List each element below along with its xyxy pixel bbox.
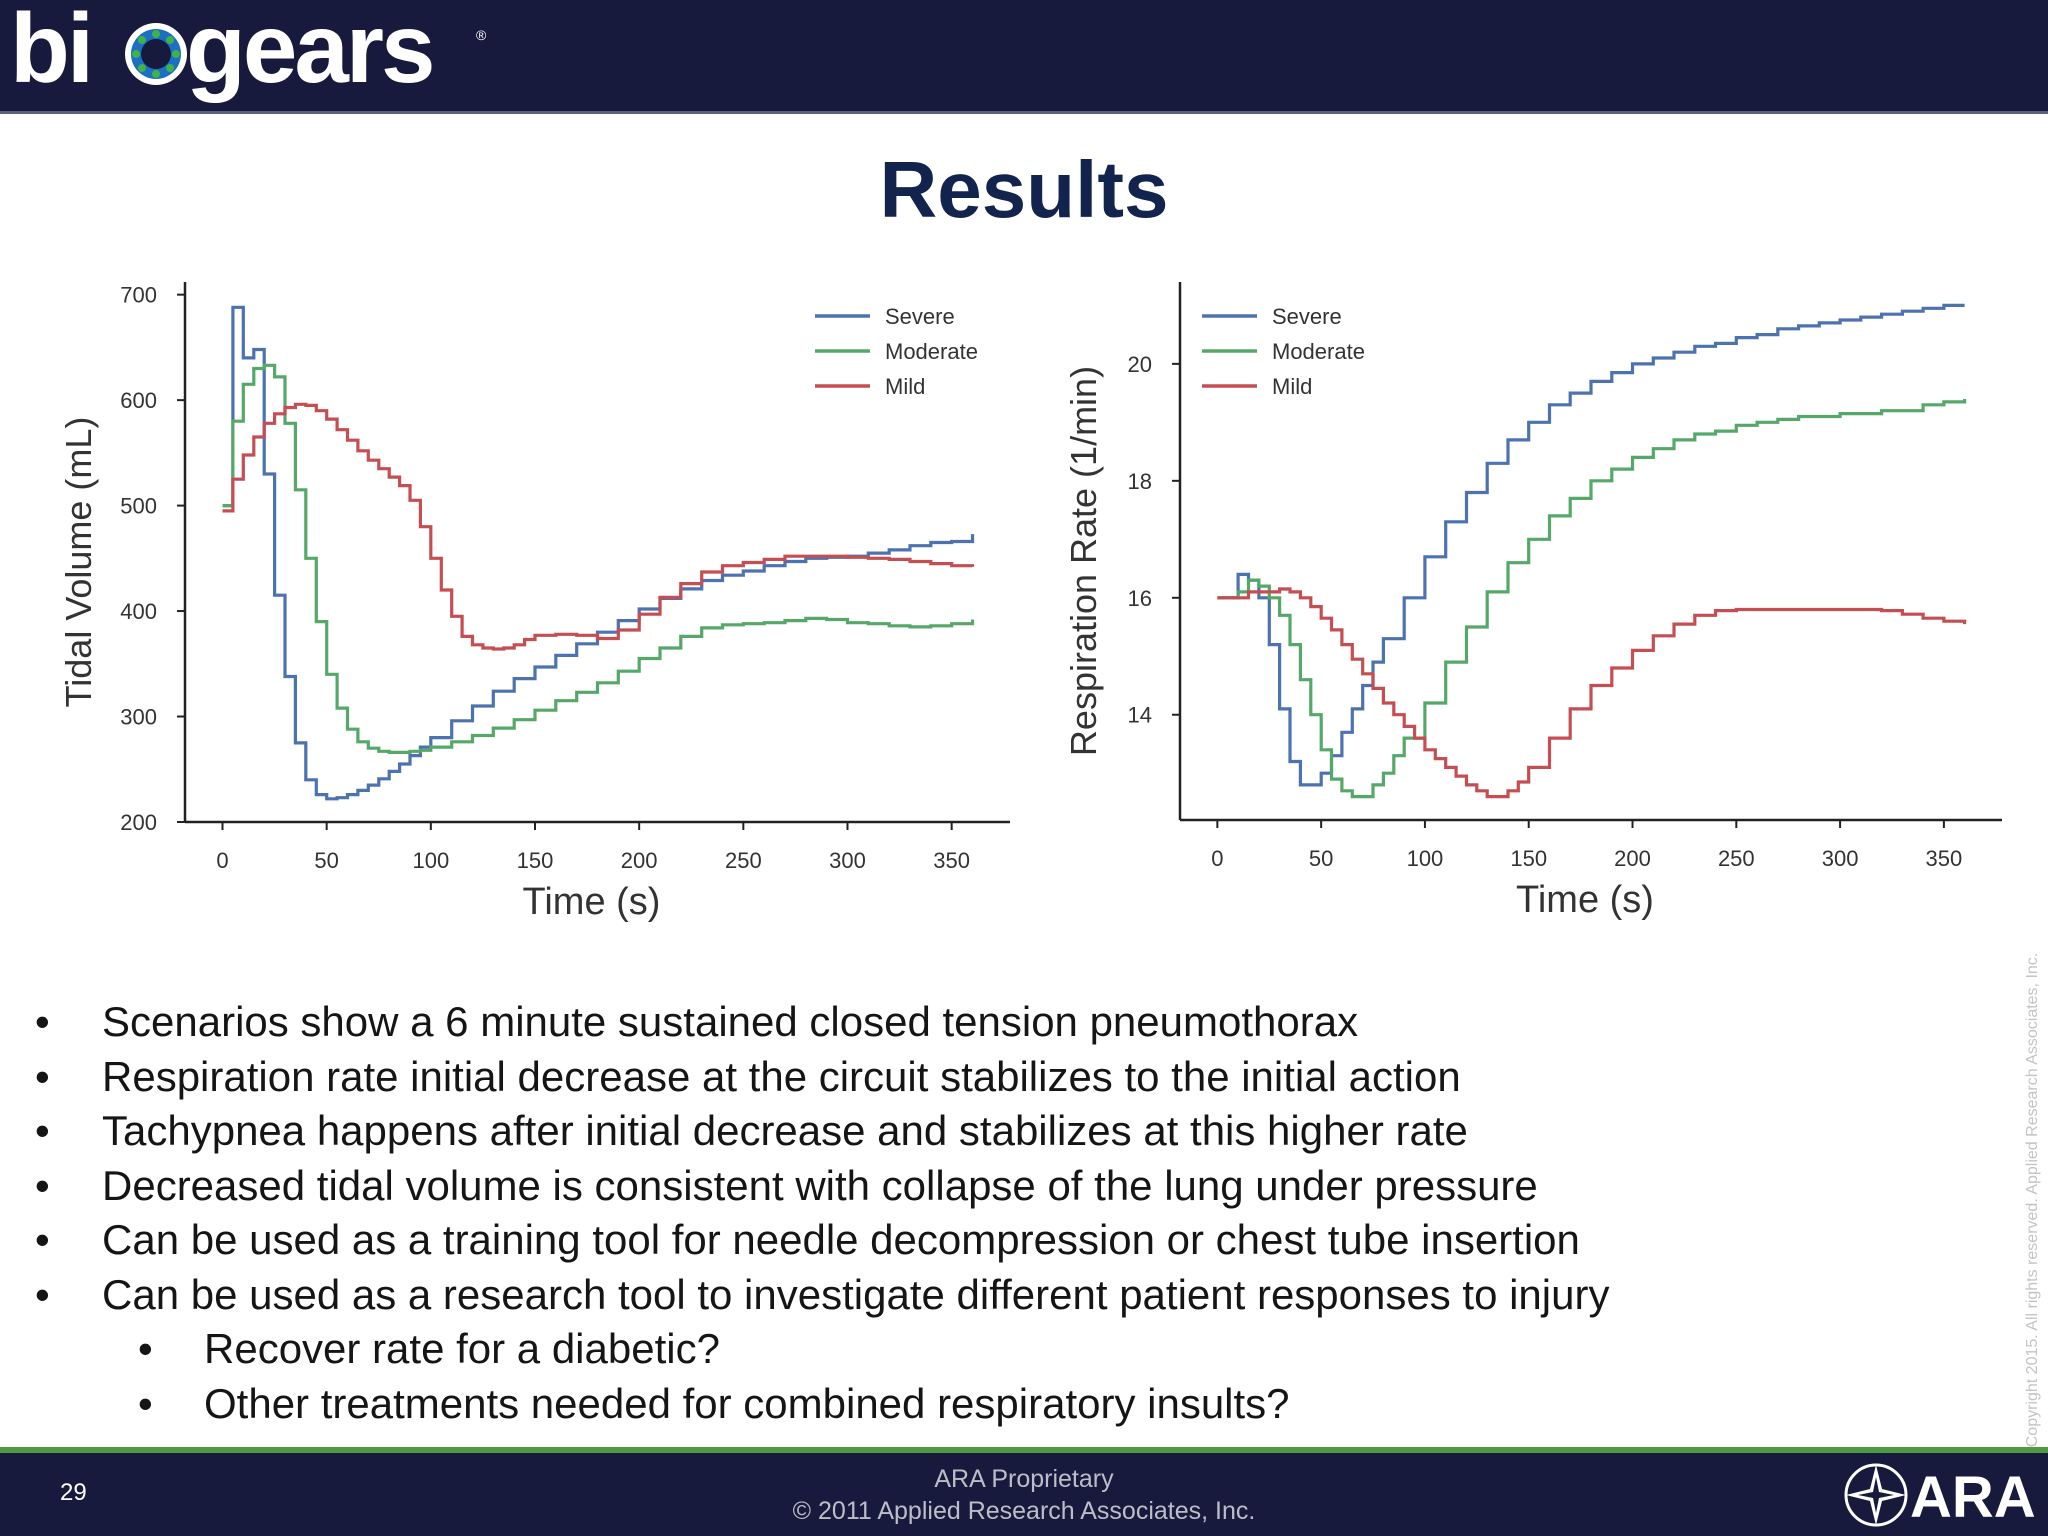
biogears-logo-ring-icon: [125, 23, 187, 85]
ara-logo: ARA: [1844, 1463, 2036, 1530]
series-line-severe: [222, 305, 975, 801]
series-line-moderate: [1217, 399, 1967, 799]
x-tick-label: 100: [1407, 846, 1444, 871]
x-tick-label: 50: [1309, 846, 1333, 871]
y-tick-label: 20: [1128, 352, 1152, 377]
copyright-notice: Copyright 2015. All rights reserved. App…: [2024, 952, 2041, 1448]
x-tick-label: 150: [517, 848, 554, 873]
legend-label: Moderate: [1272, 339, 1365, 364]
sub-bullet-item: Recover rate for a diabetic?: [30, 1322, 1990, 1377]
legend-label: Severe: [885, 304, 955, 329]
biogears-logo: bi gears ®: [10, 0, 487, 103]
x-tick-label: 300: [1822, 846, 1859, 871]
x-axis-label: Time (s): [523, 881, 661, 923]
legend-label: Mild: [1272, 374, 1312, 399]
y-tick-label: 200: [120, 810, 157, 835]
x-tick-label: 0: [216, 848, 228, 873]
series-line-mild: [1217, 587, 1967, 799]
respiration-rate-chart: 0 50 100 150 200 250 300 350 14 16 18 20 Time (s) Res…: [1060, 270, 2020, 935]
x-tick-label: 100: [412, 848, 449, 873]
x-tick-label: 300: [829, 848, 866, 873]
ara-logo-text: ARA: [1910, 1465, 2036, 1530]
bullet-item: Can be used as a training tool for needl…: [30, 1213, 1990, 1268]
legend-label: Mild: [885, 374, 925, 399]
page-number: 29: [60, 1479, 87, 1506]
series-line-mild: [222, 402, 975, 651]
y-tick-label: 700: [120, 283, 157, 308]
tidal-volume-chart: 0 50 100 150 200 250 300 350 200 300 400 500 600 700 T…: [55, 270, 1030, 935]
legend-label: Severe: [1272, 304, 1342, 329]
x-axis-label: Time (s): [1516, 879, 1654, 921]
ara-compass-icon: [1844, 1463, 1908, 1527]
x-tick-label: 250: [725, 848, 762, 873]
sub-bullet-item: Other treatments needed for combined res…: [30, 1377, 1990, 1432]
bullet-item: Scenarios show a 6 minute sustained clos…: [30, 995, 1990, 1050]
bullet-item: Respiration rate initial decrease at the…: [30, 1050, 1990, 1105]
y-tick-label: 300: [120, 705, 157, 730]
y-tick-label: 16: [1128, 586, 1152, 611]
y-tick-label: 400: [120, 599, 157, 624]
x-tick-label: 200: [1614, 846, 1651, 871]
y-axis-label: Respiration Rate (1/min): [1063, 366, 1104, 756]
svg-text:gears: gears: [186, 0, 433, 103]
bullet-item: Tachypnea happens after initial decrease…: [30, 1104, 1990, 1159]
x-tick-label: 250: [1718, 846, 1755, 871]
slide-title: Results: [879, 145, 1169, 234]
series-line-moderate: [222, 363, 975, 754]
x-tick-label: 0: [1211, 846, 1223, 871]
footer-proprietary-label: ARA Proprietary: [934, 1465, 1114, 1493]
bullet-item: Decreased tidal volume is consistent wit…: [30, 1159, 1990, 1214]
y-tick-label: 500: [120, 494, 157, 519]
footer-text: ARA Proprietary © 2011 Applied Research …: [0, 1463, 2048, 1527]
x-tick-label: 350: [933, 848, 970, 873]
y-tick-label: 14: [1128, 703, 1152, 728]
series-line-severe: [1217, 303, 1965, 787]
footer-accent-line: [0, 1447, 2048, 1453]
y-tick-label: 18: [1128, 469, 1152, 494]
y-axis-label: Tidal Volume (mL): [58, 417, 99, 708]
footer-copyright: © 2011 Applied Research Associates, Inc.: [792, 1497, 1256, 1525]
footer-bar: 29 ARA Proprietary © 2011 Applied Resear…: [0, 1453, 2048, 1536]
y-tick-label: 600: [120, 388, 157, 413]
respiration-rate-chart-svg: 0 50 100 150 200 250 300 350 14 16 18 20 Time (s) Res…: [1063, 282, 2002, 921]
header-bar: bi gears ®: [0, 0, 2048, 114]
header-divider: [0, 111, 2048, 114]
x-tick-label: 50: [314, 848, 338, 873]
tidal-volume-chart-svg: 0 50 100 150 200 250 300 350 200 300 400 500 600 700 T…: [58, 282, 1010, 923]
legend-label: Moderate: [885, 339, 978, 364]
x-tick-label: 200: [621, 848, 658, 873]
bullet-list: Scenarios show a 6 minute sustained clos…: [30, 995, 1990, 1431]
svg-text:bi: bi: [10, 0, 91, 103]
x-tick-label: 350: [1926, 846, 1963, 871]
bullet-item: Can be used as a research tool to invest…: [30, 1268, 1990, 1323]
x-tick-label: 150: [1510, 846, 1547, 871]
svg-text:®: ®: [476, 27, 487, 43]
